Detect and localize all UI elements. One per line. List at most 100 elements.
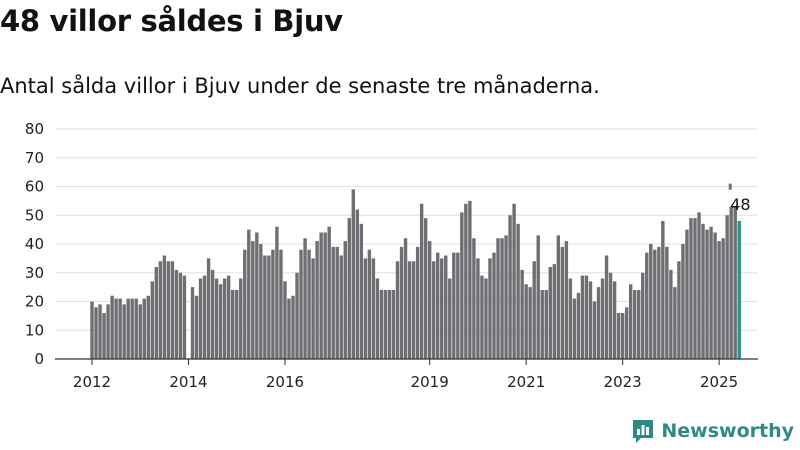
bar (275, 226, 279, 359)
bar (476, 258, 480, 359)
bar (259, 244, 263, 359)
bar (592, 301, 597, 359)
bar (210, 269, 215, 359)
bar (548, 267, 552, 359)
y-tick-label: 80 (25, 120, 44, 138)
bar (681, 244, 685, 359)
bar (641, 272, 645, 359)
bar (415, 246, 420, 359)
bar (198, 278, 203, 359)
bar (737, 221, 741, 359)
bar (427, 241, 432, 359)
bar (299, 249, 303, 359)
bar (452, 252, 456, 359)
bar (202, 275, 207, 359)
bar (383, 290, 388, 359)
bar (331, 246, 335, 359)
bar (126, 298, 130, 359)
bar (560, 246, 565, 359)
bar (480, 275, 484, 359)
bar (94, 307, 98, 359)
bar (363, 258, 368, 359)
x-tick-label: 2023 (604, 373, 642, 391)
bar (323, 232, 327, 359)
bar (689, 218, 693, 359)
y-tick-label: 50 (25, 206, 44, 224)
bar (206, 258, 211, 359)
bar (178, 272, 183, 359)
bar (588, 281, 593, 359)
x-tick-label: 2019 (411, 373, 449, 391)
newsworthy-logo: Newsworthy (631, 418, 794, 444)
y-tick-label: 40 (25, 235, 44, 253)
bar (174, 269, 179, 359)
bar (146, 295, 150, 359)
bar (705, 229, 709, 359)
bar (315, 241, 319, 359)
bar (500, 238, 504, 359)
bar (448, 278, 452, 359)
bar (98, 304, 102, 359)
bar (379, 290, 384, 359)
bar (709, 226, 713, 359)
bar (524, 284, 528, 359)
bar (423, 218, 428, 359)
bar (661, 221, 665, 359)
bar (134, 298, 138, 359)
bar (170, 261, 175, 359)
bar (335, 246, 339, 359)
bar (637, 290, 641, 359)
bar (283, 281, 287, 359)
bar (182, 275, 187, 359)
y-tick-label: 20 (25, 293, 44, 311)
bar (484, 278, 488, 359)
bar (616, 313, 621, 359)
bar (440, 258, 444, 359)
bar (387, 290, 392, 359)
bar (367, 249, 372, 359)
bar (359, 223, 364, 359)
bar (653, 249, 657, 359)
bar (520, 269, 524, 359)
bar (512, 203, 516, 359)
bar (464, 203, 468, 359)
bar (528, 287, 532, 359)
bar (460, 212, 464, 359)
bar (544, 290, 548, 359)
bar (733, 206, 737, 359)
bar (488, 258, 492, 359)
bar (456, 252, 460, 359)
bar (307, 249, 311, 359)
bar (142, 298, 146, 359)
bar (536, 235, 540, 359)
bar (403, 238, 408, 359)
bar (231, 290, 235, 359)
bar (114, 298, 118, 359)
bar (669, 269, 673, 359)
chart-title: 48 villor såldes i Bjuv (0, 4, 343, 38)
bar (154, 267, 159, 359)
x-tick-label: 2021 (507, 373, 545, 391)
y-tick-label: 0 (34, 350, 44, 368)
bar (327, 226, 331, 359)
bar (375, 278, 380, 359)
annotation-marker (728, 183, 732, 190)
annotation: 48 (728, 183, 751, 214)
bar (580, 275, 585, 359)
bar (721, 238, 725, 359)
bar (235, 290, 239, 359)
chart-subtitle: Antal sålda villor i Bjuv under de senas… (0, 74, 600, 98)
bar (295, 272, 299, 359)
bar (568, 278, 573, 359)
bar (645, 252, 649, 359)
bar (600, 278, 605, 359)
bar (685, 229, 689, 359)
bar (343, 241, 347, 359)
bars (90, 189, 741, 359)
bar (311, 258, 315, 359)
bar (532, 261, 536, 359)
bar (444, 255, 448, 359)
bar (247, 229, 251, 359)
bar (239, 278, 243, 359)
bar (347, 218, 351, 359)
